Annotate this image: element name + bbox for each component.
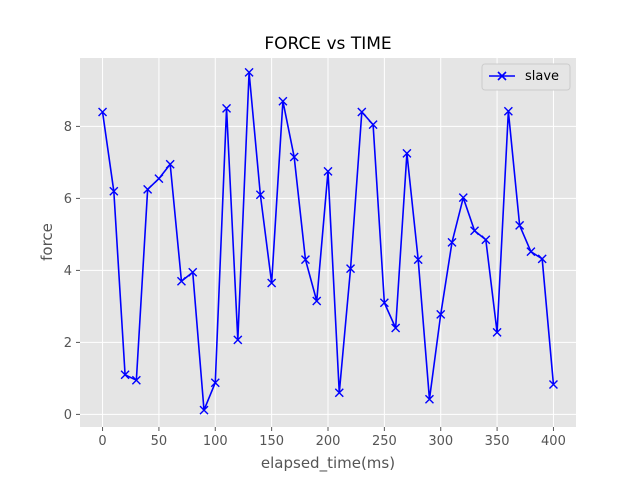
data-point-marker <box>526 247 536 257</box>
data-point-marker <box>98 107 108 117</box>
data-point-marker <box>143 184 153 194</box>
data-point-marker <box>300 255 310 265</box>
chart-title: FORCE vs TIME <box>264 34 391 54</box>
x-tick-label: 350 <box>485 434 510 449</box>
x-tick-label: 150 <box>259 434 284 449</box>
data-point-marker <box>447 237 457 247</box>
data-point-marker <box>368 120 378 130</box>
data-point-marker <box>312 296 322 306</box>
data-point-marker <box>289 152 299 162</box>
data-point-marker <box>346 264 356 274</box>
legend-series-name: slave <box>525 69 559 84</box>
data-point-marker <box>379 298 389 308</box>
data-point-marker <box>402 148 412 158</box>
data-point-marker <box>131 375 141 385</box>
x-axis-label: elapsed_time(ms) <box>261 454 395 473</box>
y-axis-label: force <box>38 223 56 261</box>
data-point-marker <box>222 103 232 113</box>
x-tick-label: 50 <box>151 434 168 449</box>
y-tick-label: 8 <box>64 120 72 135</box>
data-point-marker <box>548 380 558 390</box>
data-point-marker <box>470 226 480 236</box>
data-point-marker <box>199 405 209 415</box>
series-layer <box>98 67 558 415</box>
y-tick-label: 6 <box>64 192 72 207</box>
legend-box <box>481 63 571 91</box>
data-point-marker <box>120 370 130 380</box>
data-point-marker <box>515 220 525 230</box>
data-point-marker <box>176 276 186 286</box>
data-point-marker <box>503 106 513 116</box>
x-tick-label: 100 <box>203 434 228 449</box>
data-point-marker <box>165 159 175 169</box>
data-point-marker <box>255 190 265 200</box>
axis-ticks: 0 50 100 150 200 250 300 350 400 0 2 4 6 8 <box>64 120 566 449</box>
data-point-marker <box>267 278 277 288</box>
data-point-marker <box>334 388 344 398</box>
data-point-marker <box>537 254 547 264</box>
legend-x-marker-icon <box>497 71 507 81</box>
data-point-marker <box>233 335 243 345</box>
data-point-marker <box>210 378 220 388</box>
legend: slave <box>481 63 571 91</box>
grid-lines <box>80 58 576 427</box>
y-tick-label: 4 <box>64 264 72 279</box>
data-point-marker <box>244 67 254 77</box>
data-point-marker <box>458 193 468 203</box>
y-tick-label: 2 <box>64 336 72 351</box>
data-point-marker <box>109 186 119 196</box>
data-point-marker <box>278 96 288 106</box>
data-point-marker <box>413 255 423 265</box>
data-point-marker <box>357 107 367 117</box>
data-point-marker <box>481 235 491 245</box>
data-point-marker <box>391 323 401 333</box>
y-tick-label: 0 <box>64 408 72 423</box>
x-tick-label: 250 <box>372 434 397 449</box>
data-point-marker <box>424 394 434 404</box>
data-point-marker <box>188 267 198 277</box>
data-point-marker <box>492 327 502 337</box>
data-point-marker <box>323 166 333 176</box>
data-point-marker <box>154 174 164 184</box>
x-tick-label: 0 <box>98 434 106 449</box>
x-tick-label: 300 <box>428 434 453 449</box>
data-point-marker <box>436 309 446 319</box>
x-tick-label: 400 <box>541 434 566 449</box>
x-tick-label: 200 <box>316 434 341 449</box>
